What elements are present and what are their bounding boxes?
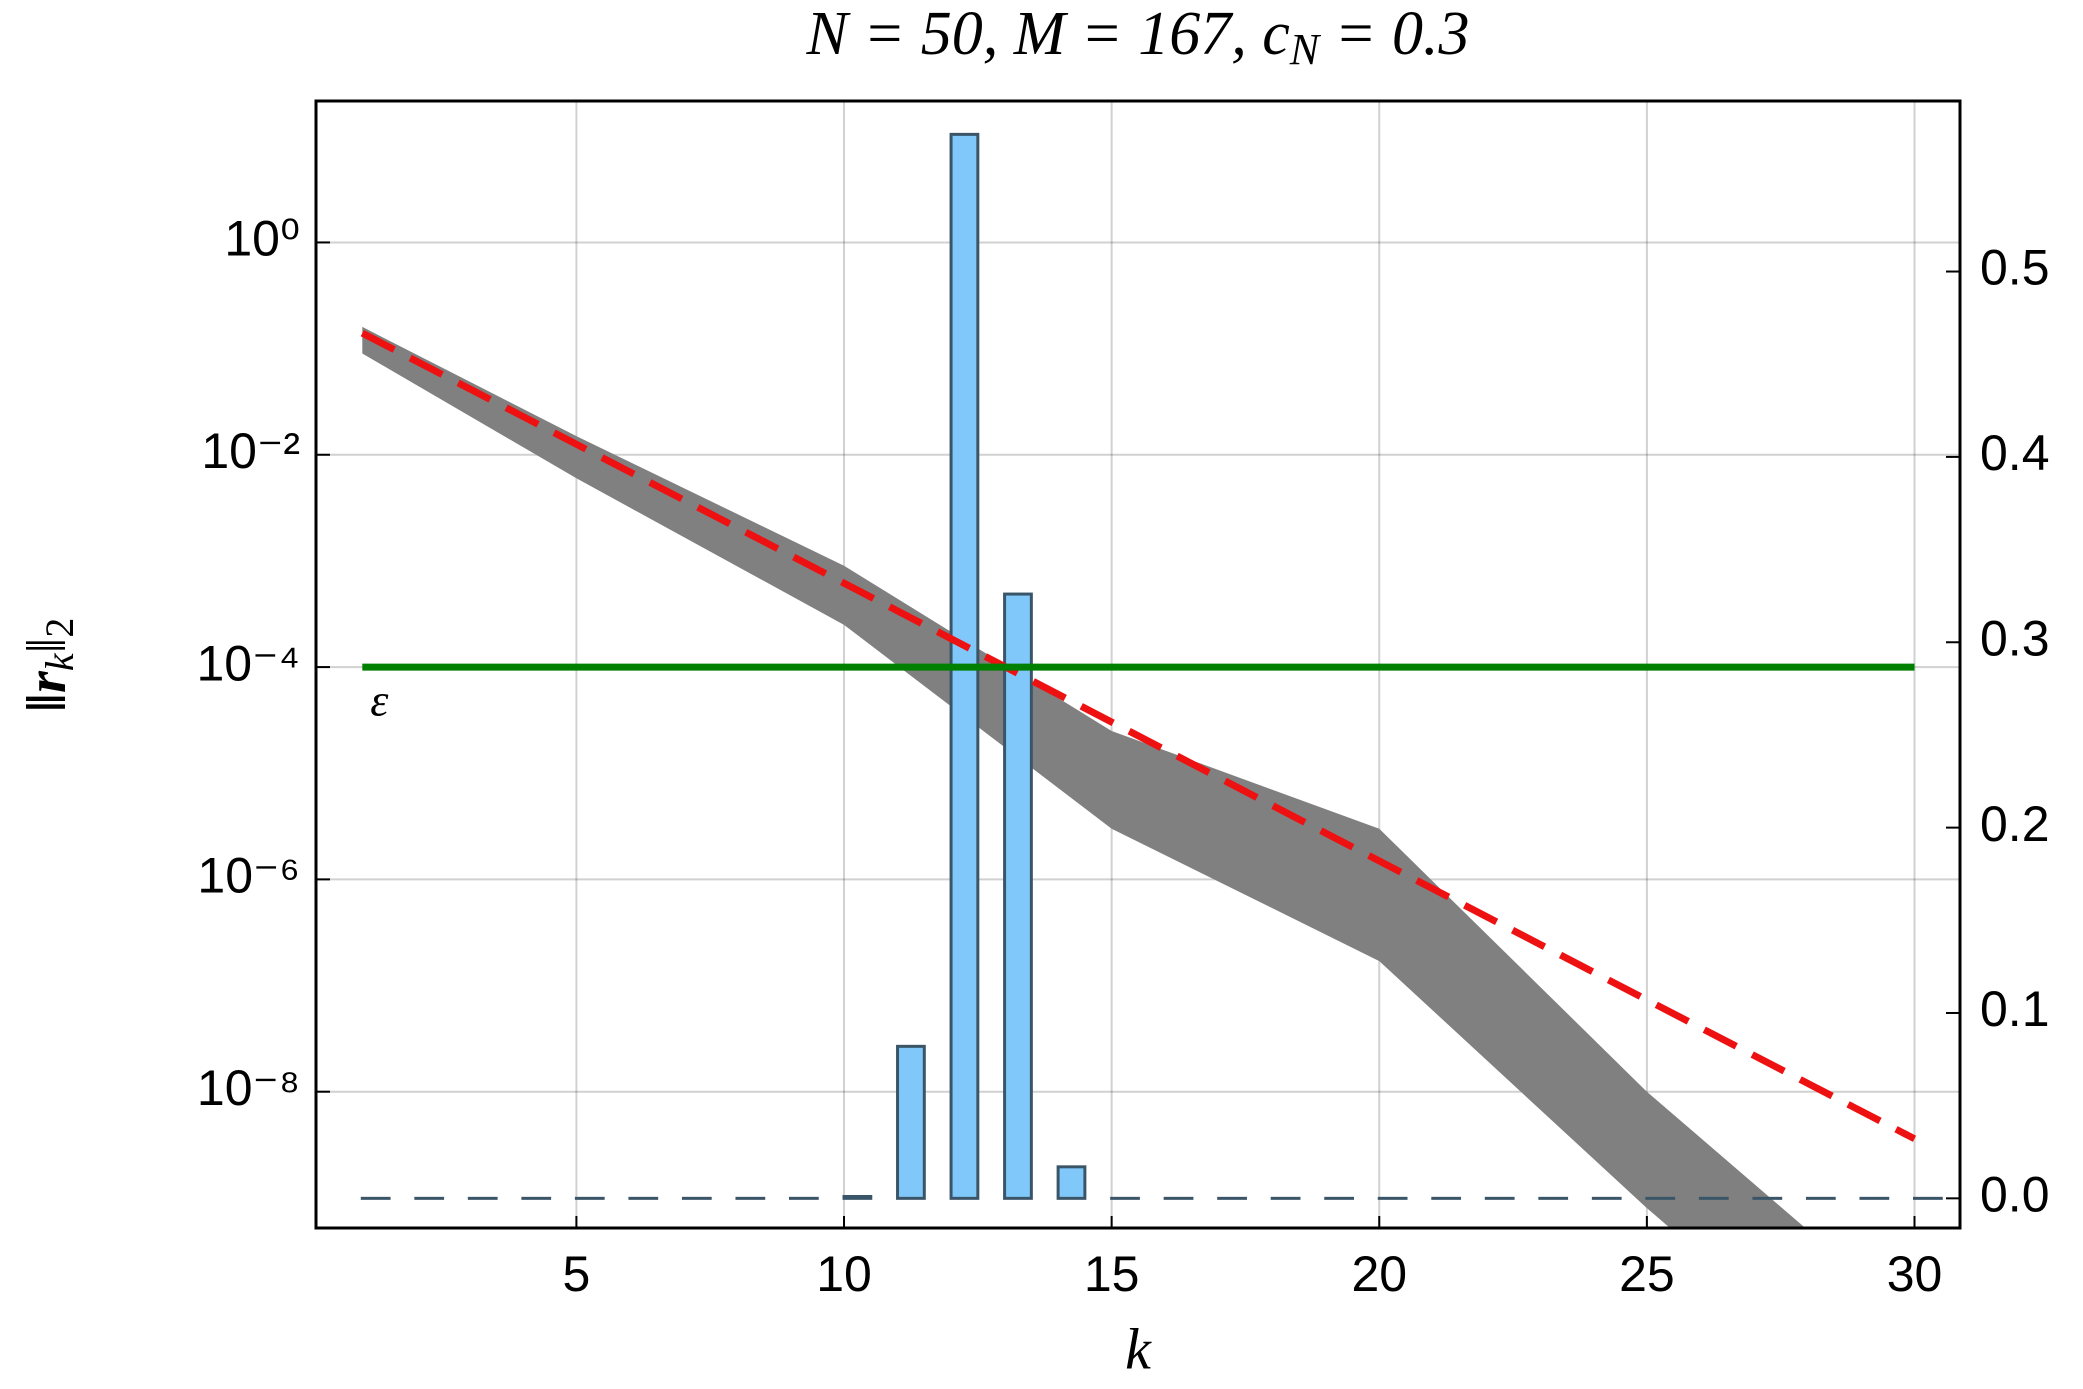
y-tick-label: 10⁻⁸ (197, 1060, 300, 1116)
y-label-part: ‖r (16, 670, 78, 712)
x-tick-label: 10 (816, 1246, 872, 1302)
y-axis-label: ‖rk‖2 (16, 618, 82, 713)
trace-band (362, 326, 1806, 1228)
histogram-bar (1003, 592, 1033, 1200)
chart-title: N = 50, M = 167, cN = 0.3 (806, 0, 1470, 74)
y-label-subscript: k (37, 652, 82, 671)
title-part: = 0.3 (1319, 0, 1469, 68)
y-tick-label: 10⁻⁴ (197, 635, 301, 691)
line (360, 329, 1917, 1142)
axes-frame (314, 99, 1962, 1230)
y-label-part: ‖ (16, 638, 78, 654)
y2-tick-label: 0.0 (1980, 1167, 2050, 1223)
x-tick-label: 15 (1084, 1246, 1140, 1302)
y2-tick-label: 0.3 (1980, 610, 2050, 666)
x-tick-label: 25 (1619, 1246, 1675, 1302)
y-tick-label: 10⁰ (224, 211, 300, 267)
plot-area (360, 132, 1943, 1228)
title-subscript: N (1289, 25, 1322, 74)
histogram-bar (842, 1194, 873, 1200)
histogram-bar (1056, 1165, 1087, 1200)
x-tick-label: 5 (562, 1246, 590, 1302)
y-tick-label: 10⁻⁶ (197, 848, 300, 904)
y2-tick-label: 0.5 (1980, 240, 2050, 296)
x-axis-label: k (1125, 1316, 1152, 1381)
y2-tick-label: 0.2 (1980, 796, 2050, 852)
annotation: ε (370, 675, 389, 726)
y2-tick-label: 0.4 (1980, 425, 2050, 481)
y2-tick-label: 0.1 (1980, 981, 2050, 1037)
histogram-bar (896, 1044, 926, 1200)
x-tick-label: 20 (1351, 1246, 1407, 1302)
title-part: N = 50, M = 167, c (806, 0, 1290, 68)
y-label-subscript: 2 (37, 618, 82, 638)
y-tick-label: 10⁻² (201, 423, 300, 479)
x-tick-label: 30 (1887, 1246, 1943, 1302)
